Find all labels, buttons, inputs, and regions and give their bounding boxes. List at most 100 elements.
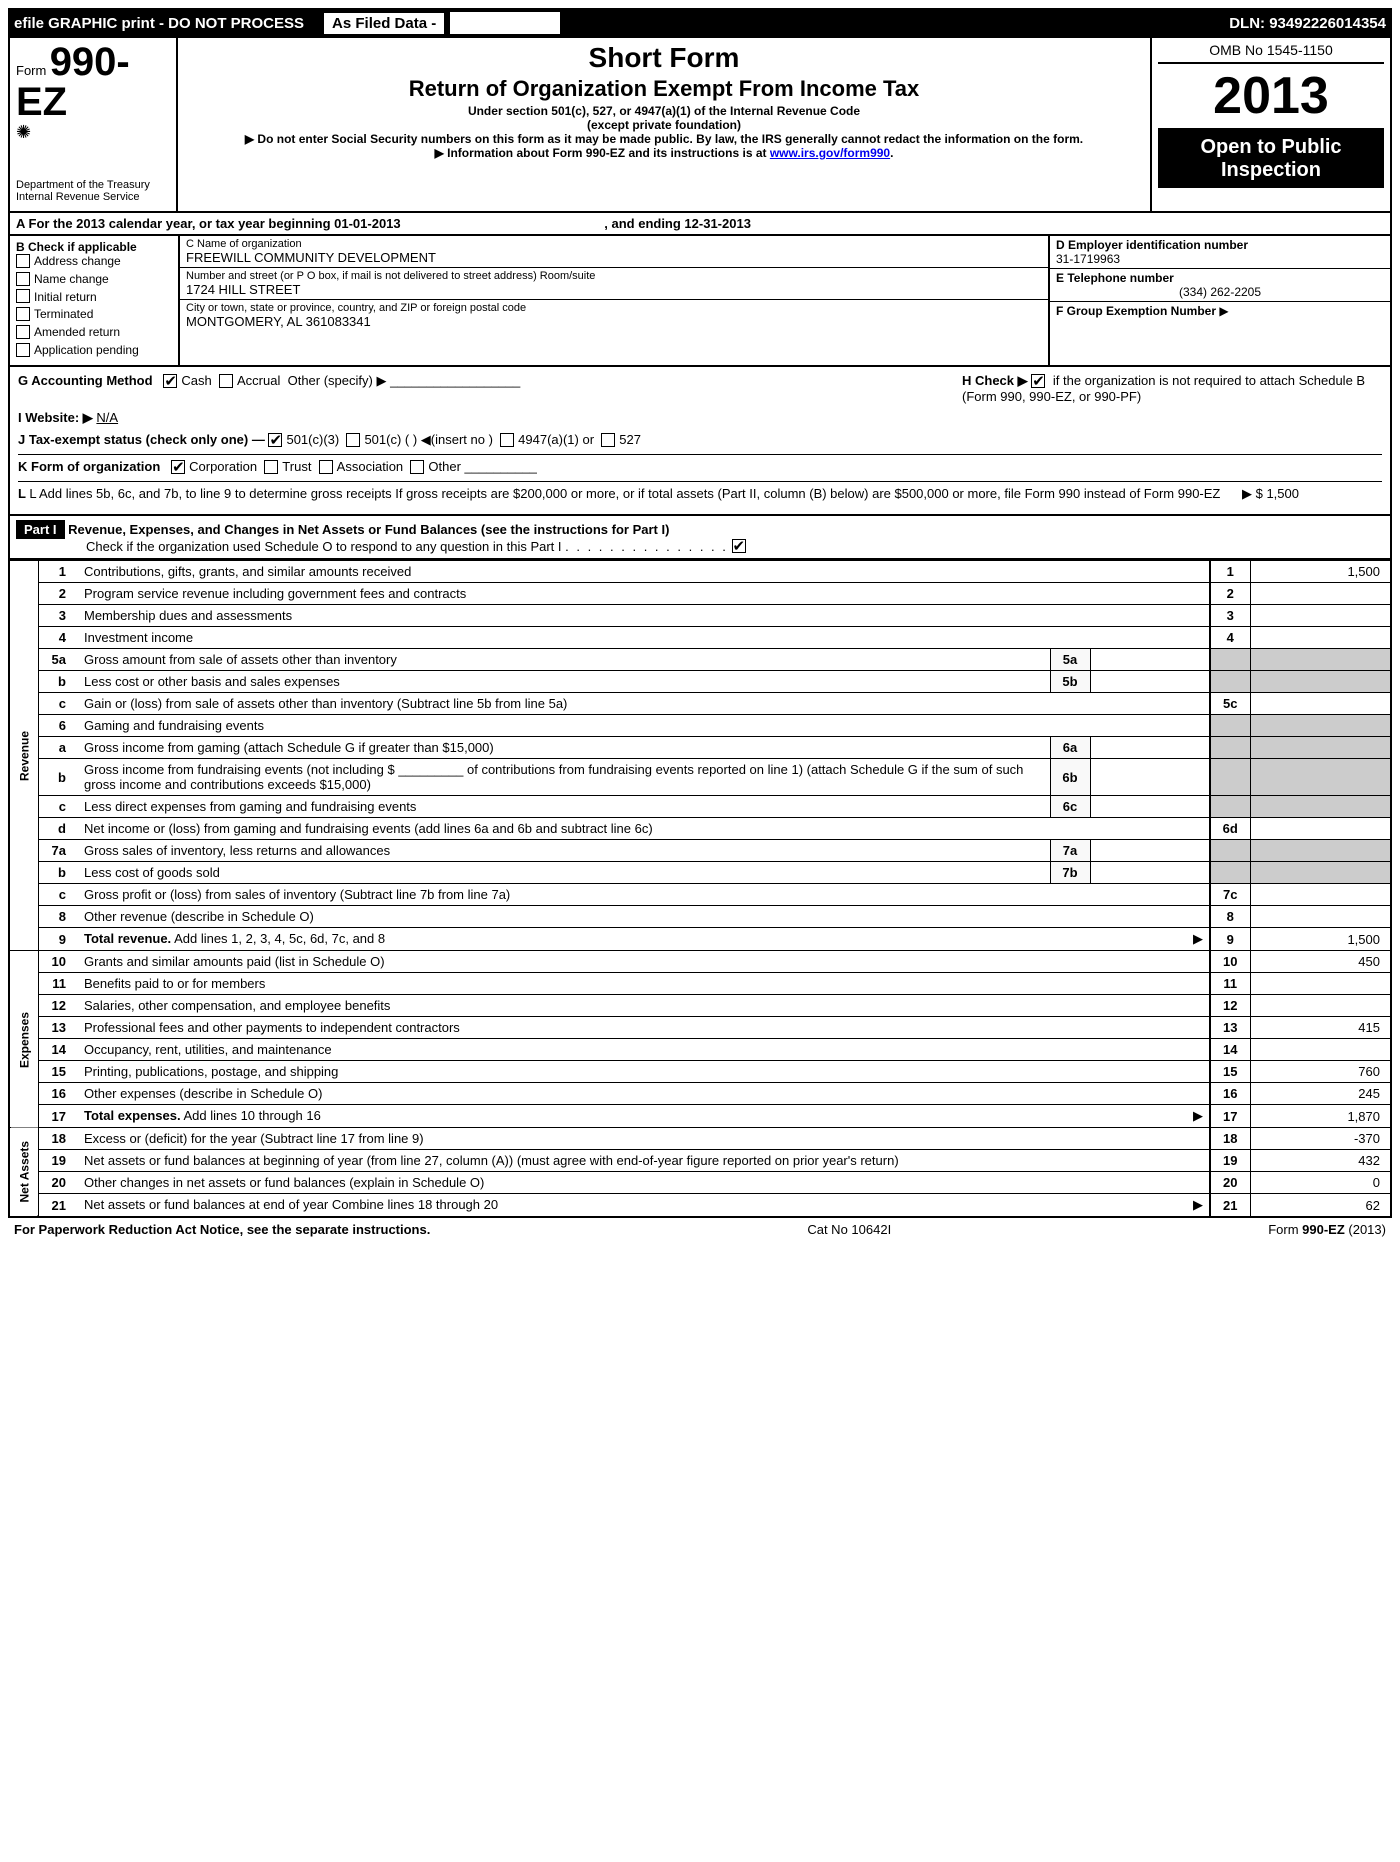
k-trust-checkbox[interactable] <box>264 460 278 474</box>
line-number: 10 <box>38 951 78 973</box>
line-description: Gross sales of inventory, less returns a… <box>78 840 1050 862</box>
line-row: 8Other revenue (describe in Schedule O)8 <box>10 906 1390 928</box>
right-line-number: 4 <box>1210 627 1250 649</box>
line-number: c <box>38 796 78 818</box>
cash-checkbox[interactable] <box>163 374 177 388</box>
g-label: G Accounting Method <box>18 373 153 388</box>
line-number: c <box>38 884 78 906</box>
line-description: Salaries, other compensation, and employ… <box>78 995 1210 1017</box>
h-checkbox[interactable] <box>1031 374 1045 388</box>
line-row: 20Other changes in net assets or fund ba… <box>10 1172 1390 1194</box>
line-number: 15 <box>38 1061 78 1083</box>
checkbox[interactable] <box>16 325 30 339</box>
mini-line-number: 7a <box>1050 840 1090 862</box>
footer-cat: Cat No 10642I <box>807 1222 891 1237</box>
right-line-number <box>1210 759 1250 796</box>
line-description: Membership dues and assessments <box>78 605 1210 627</box>
accrual-checkbox[interactable] <box>219 374 233 388</box>
col-b-title: B Check if applicable <box>16 240 172 254</box>
form-number: 990-EZ <box>16 40 130 124</box>
irs-link[interactable]: www.irs.gov/form990 <box>770 146 890 160</box>
footer-form: Form 990-EZ (2013) <box>1268 1222 1386 1237</box>
right-line-number: 18 <box>1210 1128 1250 1150</box>
right-line-number: 8 <box>1210 906 1250 928</box>
j-501c3-checkbox[interactable] <box>268 433 282 447</box>
dept-treasury: Department of the Treasury <box>16 179 170 191</box>
side-label: Net Assets <box>10 1128 38 1217</box>
right-line-number: 7c <box>1210 884 1250 906</box>
mini-line-number: 5a <box>1050 649 1090 671</box>
line-number: 16 <box>38 1083 78 1105</box>
right-line-number: 9 <box>1210 928 1250 951</box>
line-number: 14 <box>38 1039 78 1061</box>
right-line-value: 62 <box>1250 1194 1390 1217</box>
line-description: Program service revenue including govern… <box>78 583 1210 605</box>
line-number: 3 <box>38 605 78 627</box>
right-line-value <box>1250 759 1390 796</box>
line-number: 6 <box>38 715 78 737</box>
line-number: a <box>38 737 78 759</box>
k-other-checkbox[interactable] <box>410 460 424 474</box>
right-line-value <box>1250 627 1390 649</box>
header-center: Short Form Return of Organization Exempt… <box>178 38 1150 211</box>
checkbox-label: Address change <box>34 254 121 268</box>
j-501c-checkbox[interactable] <box>346 433 360 447</box>
checkbox-row: Terminated <box>16 307 172 322</box>
subtitle-section: Under section 501(c), 527, or 4947(a)(1)… <box>188 104 1140 118</box>
right-line-number: 20 <box>1210 1172 1250 1194</box>
checkbox[interactable] <box>16 272 30 286</box>
right-line-value <box>1250 840 1390 862</box>
part1-header: Part I Revenue, Expenses, and Changes in… <box>8 516 1392 561</box>
line-number: 13 <box>38 1017 78 1039</box>
i-label: I Website: ▶ <box>18 410 93 425</box>
checkbox[interactable] <box>16 254 30 268</box>
h-label: H Check ▶ <box>962 373 1028 388</box>
line-description: Grants and similar amounts paid (list in… <box>78 951 1210 973</box>
entity-section: B Check if applicable Address change Name… <box>8 236 1392 367</box>
line-description: Net assets or fund balances at end of ye… <box>78 1194 1210 1217</box>
tel-label: E Telephone number <box>1056 271 1384 285</box>
right-line-value <box>1250 605 1390 627</box>
checkbox[interactable] <box>16 307 30 321</box>
line-description: Gross profit or (loss) from sales of inv… <box>78 884 1210 906</box>
line-row: bLess cost or other basis and sales expe… <box>10 671 1390 693</box>
line-number: d <box>38 818 78 840</box>
line-row: 7aGross sales of inventory, less returns… <box>10 840 1390 862</box>
line-row: 12Salaries, other compensation, and empl… <box>10 995 1390 1017</box>
tax-year: 2013 <box>1158 64 1384 130</box>
right-line-number: 15 <box>1210 1061 1250 1083</box>
checkbox-label: Name change <box>34 272 109 286</box>
right-line-number: 14 <box>1210 1039 1250 1061</box>
footer-left: For Paperwork Reduction Act Notice, see … <box>14 1222 430 1237</box>
checkbox[interactable] <box>16 289 30 303</box>
right-line-value: 760 <box>1250 1061 1390 1083</box>
as-filed-input[interactable] <box>450 12 560 34</box>
line-description: Investment income <box>78 627 1210 649</box>
line-description: Gross income from gaming (attach Schedul… <box>78 737 1050 759</box>
line-row: 11Benefits paid to or for members11 <box>10 973 1390 995</box>
header-left: Form 990-EZ ✺ Department of the Treasury… <box>10 38 178 211</box>
line-description: Occupancy, rent, utilities, and maintena… <box>78 1039 1210 1061</box>
checkbox-row: Application pending <box>16 343 172 358</box>
j-527-checkbox[interactable] <box>601 433 615 447</box>
part1-table: Revenue1Contributions, gifts, grants, an… <box>8 560 1392 1218</box>
line-number: b <box>38 671 78 693</box>
line-number: c <box>38 693 78 715</box>
line-description: Gaming and fundraising events <box>78 715 1210 737</box>
j-4947-checkbox[interactable] <box>500 433 514 447</box>
k-assoc-checkbox[interactable] <box>319 460 333 474</box>
line-number: 18 <box>38 1128 78 1150</box>
k-corp-checkbox[interactable] <box>171 460 185 474</box>
line-number: 12 <box>38 995 78 1017</box>
line-row: Expenses10Grants and similar amounts pai… <box>10 951 1390 973</box>
mini-line-number: 7b <box>1050 862 1090 884</box>
schedule-o-checkbox[interactable] <box>732 539 746 553</box>
part1-sub: Check if the organization used Schedule … <box>86 539 562 554</box>
side-label: Expenses <box>10 951 38 1128</box>
right-line-number <box>1210 671 1250 693</box>
checkbox[interactable] <box>16 343 30 357</box>
l-value: ▶ $ 1,500 <box>1242 486 1382 502</box>
right-line-number: 13 <box>1210 1017 1250 1039</box>
line-row: Net Assets18Excess or (deficit) for the … <box>10 1128 1390 1150</box>
checkbox-label: Amended return <box>34 325 120 339</box>
